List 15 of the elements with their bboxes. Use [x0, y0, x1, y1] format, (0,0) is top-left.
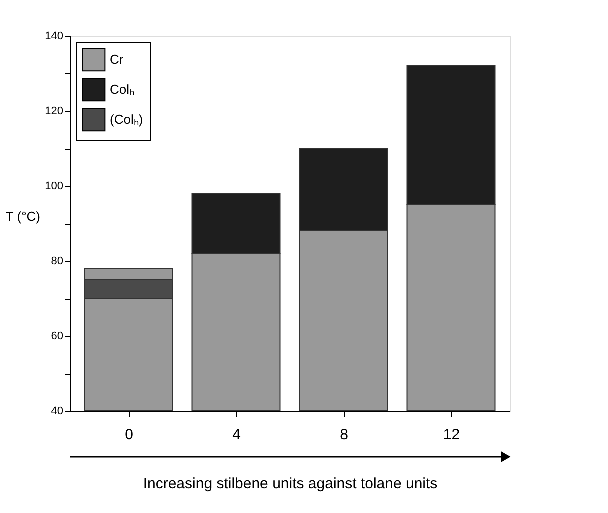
y-tick-label: 140	[45, 30, 64, 42]
x-tick-label: 8	[340, 426, 348, 444]
legend-label: (Colₕ)	[110, 112, 144, 127]
y-tick-label: 60	[51, 330, 64, 342]
y-tick-label: 40	[51, 406, 64, 418]
y-tick-label: 80	[51, 256, 64, 268]
y-tick-label: 100	[45, 180, 64, 192]
x-axis-title: Increasing stilbene units against tolane units	[143, 476, 438, 492]
y-tick-label: 120	[45, 106, 64, 118]
x-tick-label: 4	[232, 426, 241, 444]
x-tick-label: 12	[443, 426, 460, 444]
legend-label: Colₕ	[110, 82, 135, 97]
legend-label: Cr	[110, 52, 124, 67]
x-tick-label: 0	[125, 426, 134, 444]
y-axis-title: T (°C)	[6, 209, 40, 224]
